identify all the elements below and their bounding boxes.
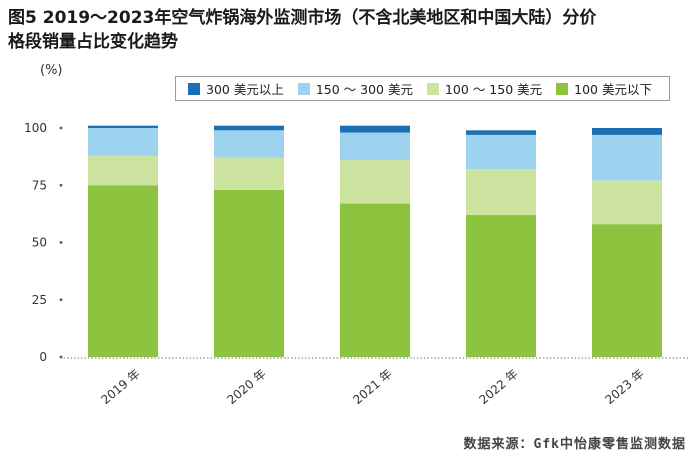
y-tick-mark — [59, 241, 63, 244]
y-tick-mark — [59, 298, 63, 302]
legend-label: 150 ～ 300 美元 — [315, 82, 413, 97]
bar-segment — [340, 203, 410, 357]
x-tick-label: 2019 年 — [98, 367, 143, 408]
bar-segment — [466, 130, 536, 135]
legend-swatch — [426, 82, 439, 95]
legend-label: 300 美元以上 — [206, 82, 284, 97]
bar-segment — [88, 125, 158, 128]
y-tick-label: 100 — [24, 121, 47, 135]
chart-title: 图5 2019～2023年空气炸锅海外监测市场（不含北美地区和中国大陆）分价 格… — [8, 6, 688, 54]
legend-item-150-300: 150 ～ 300 美元 — [297, 79, 413, 98]
bar-segment — [592, 134, 662, 181]
y-tick-label: 0 — [39, 350, 47, 364]
legend-label: 100 ～ 150 美元 — [444, 82, 543, 97]
bar-segment — [214, 130, 284, 158]
legend: 300 美元以上 150 ～ 300 美元 100 ～ 150 美元 100 美… — [175, 76, 670, 101]
bar-segment — [466, 215, 536, 357]
bar-segment — [214, 125, 284, 131]
legend-label: 100 美元以下 — [574, 82, 652, 97]
bar-segment — [340, 125, 410, 133]
y-axis-unit: (%) — [40, 63, 63, 78]
bar-segment — [88, 155, 158, 186]
y-tick-mark — [59, 183, 63, 187]
legend-swatch — [556, 82, 569, 95]
bar-segment — [466, 134, 536, 170]
chart-title-line-1: 图5 2019～2023年空气炸锅海外监测市场（不含北美地区和中国大陆）分价 — [8, 8, 597, 28]
legend-item-over-300: 300 美元以上 — [188, 79, 284, 98]
bar-segment — [214, 189, 284, 357]
bar-segment — [592, 224, 662, 357]
legend-item-under-100: 100 美元以下 — [556, 79, 652, 98]
bar-segment — [88, 185, 158, 357]
x-tick-label: 2021 年 — [350, 367, 395, 408]
source-note: 数据来源：Gfk中怡康零售监测数据 — [463, 437, 686, 452]
legend-item-100-150: 100 ～ 150 美元 — [426, 79, 543, 98]
chart-title-line-2: 格段销量占比变化趋势 — [8, 32, 178, 52]
legend-swatch — [188, 82, 200, 95]
bar-segment — [88, 128, 158, 156]
x-tick-label: 2023 年 — [602, 367, 647, 408]
bar-segment — [592, 180, 662, 225]
legend-swatch — [297, 82, 310, 95]
bar-segment — [340, 132, 410, 161]
x-tick-label: 2022 年 — [476, 367, 521, 408]
y-tick-label: 25 — [32, 293, 47, 307]
y-tick-label: 50 — [32, 236, 47, 250]
y-tick-mark — [59, 126, 63, 130]
bar-segment — [592, 128, 662, 135]
bar-segment — [340, 160, 410, 204]
bar-segment — [466, 169, 536, 216]
y-tick-label: 75 — [32, 178, 47, 192]
x-tick-label: 2020 年 — [224, 367, 269, 408]
bar-segment — [214, 157, 284, 190]
